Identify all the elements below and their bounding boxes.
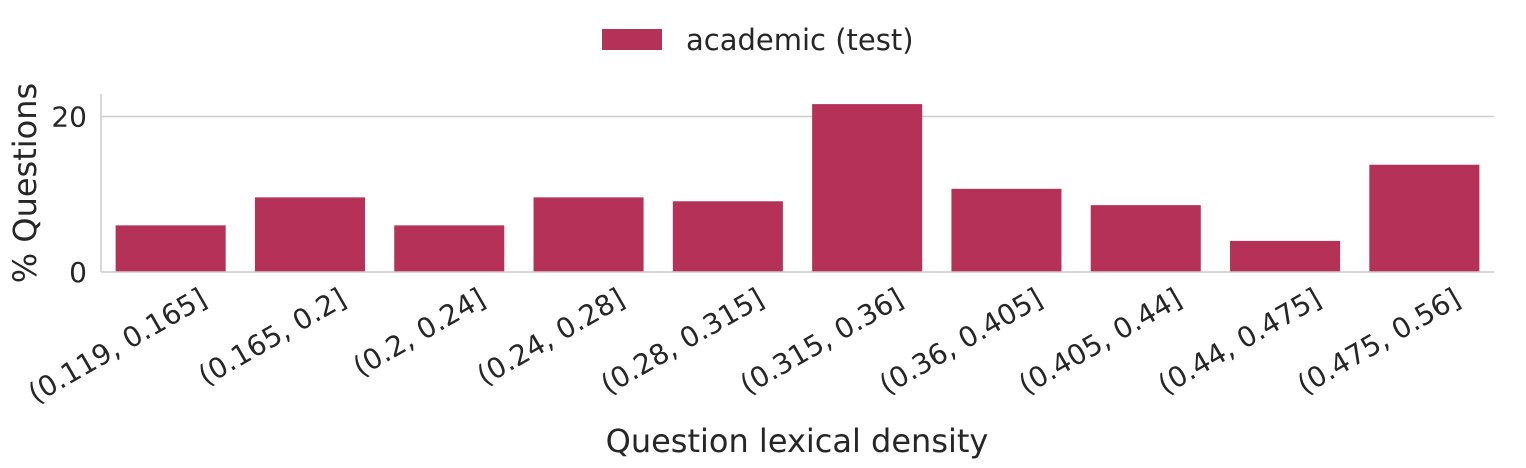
bar [672, 201, 783, 272]
legend-swatch [602, 29, 662, 50]
bar [115, 225, 226, 272]
y-tick-label: 0 [69, 256, 87, 289]
bar [1230, 240, 1341, 272]
legend-label: academic (test) [686, 23, 914, 57]
legend: academic (test) [602, 23, 914, 57]
bar [533, 197, 644, 272]
x-tick-labels: (0.119, 0.165](0.165, 0.2](0.2, 0.24](0.… [22, 281, 1465, 410]
y-tick-labels: 0 20 [51, 101, 87, 289]
y-tick-label: 20 [51, 101, 87, 134]
x-axis-title: Question lexical density [606, 422, 989, 460]
x-tick-label: (0.165, 0.2] [193, 281, 352, 392]
x-tick-label: (0.2, 0.24] [347, 281, 490, 383]
bar [1369, 164, 1480, 272]
x-tick-label: (0.119, 0.165] [22, 281, 212, 410]
bar [394, 225, 505, 272]
bars [115, 104, 1480, 273]
axes [100, 94, 1494, 273]
bar [812, 104, 923, 273]
bar [951, 188, 1062, 272]
bar [1090, 205, 1201, 272]
bar [254, 197, 365, 272]
y-axis-title: % Questions [6, 83, 44, 283]
